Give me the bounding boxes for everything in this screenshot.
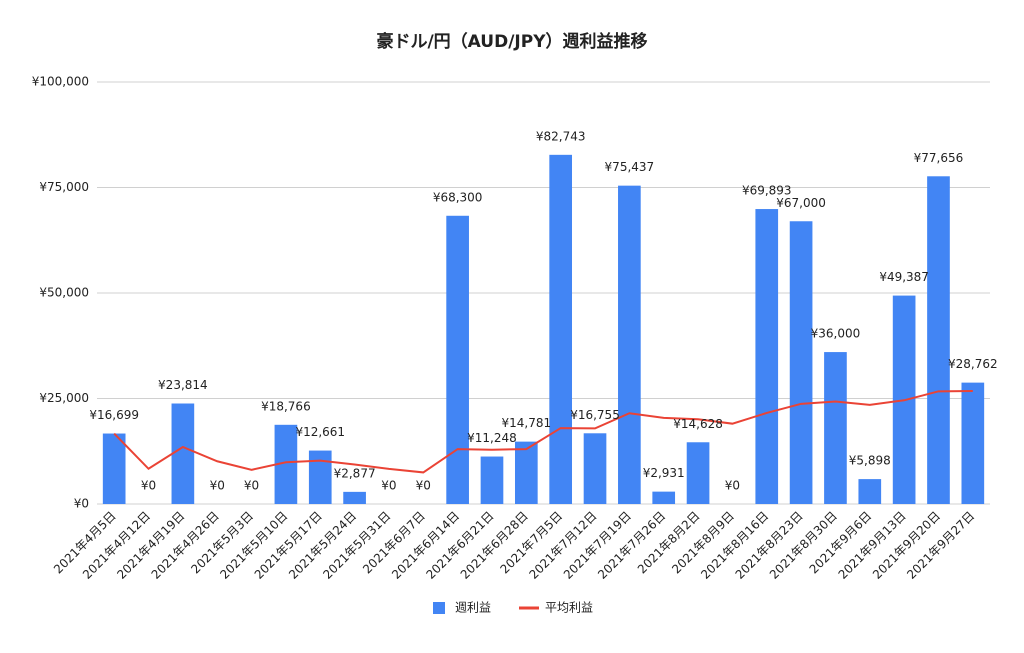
data-label: ¥0 [725, 479, 740, 493]
bar [446, 215, 469, 505]
data-label: ¥0 [210, 479, 225, 493]
data-label: ¥69,893 [742, 184, 792, 198]
bar [549, 154, 573, 505]
data-label: ¥75,437 [605, 160, 655, 174]
chart-title: 豪ドル/円（AUD/JPY）週利益推移 [376, 31, 647, 52]
legend-label: 週利益 [455, 601, 491, 615]
bar [583, 433, 607, 504]
y-tick-label: ¥0 [74, 497, 89, 511]
data-label: ¥49,387 [879, 270, 929, 284]
data-label: ¥16,755 [570, 408, 620, 422]
data-label: ¥77,656 [914, 151, 964, 165]
legend-swatch [433, 602, 445, 614]
bar [755, 209, 779, 504]
y-tick-label: ¥25,000 [39, 391, 89, 405]
data-label: ¥67,000 [776, 196, 826, 210]
bar [961, 382, 985, 504]
data-label: ¥0 [244, 479, 259, 493]
bar [618, 185, 641, 504]
data-label: ¥2,931 [643, 466, 685, 480]
bar [274, 424, 298, 504]
y-tick-label: ¥75,000 [39, 180, 89, 194]
data-label: ¥28,762 [948, 357, 998, 371]
data-label: ¥23,814 [158, 378, 208, 392]
bar [514, 441, 538, 504]
bar [927, 176, 950, 504]
data-label: ¥5,898 [849, 454, 891, 468]
y-tick-label: ¥100,000 [32, 75, 89, 89]
y-tick-label: ¥50,000 [39, 286, 89, 300]
data-label: ¥2,877 [334, 466, 376, 480]
data-label: ¥82,743 [536, 129, 586, 143]
bar [686, 442, 710, 504]
bar [102, 433, 126, 504]
data-label: ¥0 [141, 479, 156, 493]
data-label: ¥12,661 [295, 425, 345, 439]
data-label: ¥68,300 [433, 190, 483, 204]
legend-label: 平均利益 [545, 601, 593, 615]
bar [858, 479, 882, 504]
data-label: ¥18,766 [261, 399, 311, 413]
bar [652, 491, 676, 504]
data-label: ¥14,628 [673, 417, 723, 431]
average-line [113, 389, 973, 474]
data-label: ¥36,000 [811, 327, 861, 341]
data-label: ¥11,248 [467, 431, 517, 445]
data-label: ¥0 [381, 479, 396, 493]
bar [343, 491, 366, 504]
data-label: ¥16,699 [89, 408, 139, 422]
data-label: ¥14,781 [502, 416, 552, 430]
data-label: ¥0 [416, 479, 431, 493]
bar [480, 456, 504, 504]
bar [824, 352, 847, 504]
bar [789, 221, 813, 504]
bar [171, 403, 195, 504]
bar [308, 450, 332, 504]
